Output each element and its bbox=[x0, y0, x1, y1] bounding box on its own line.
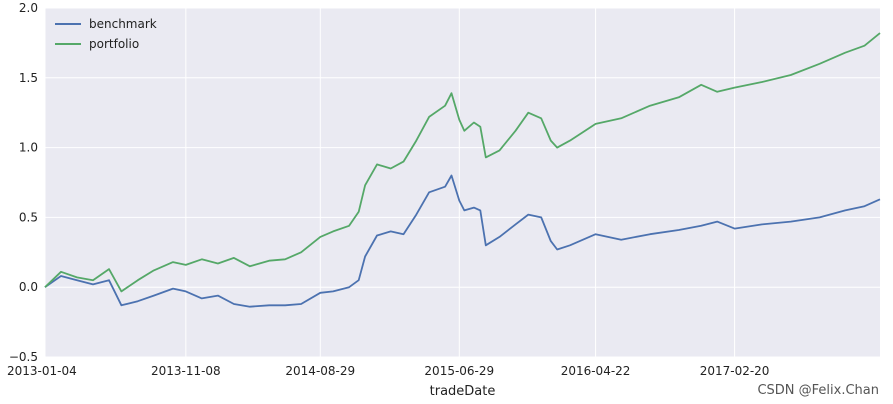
y-tick-label: 0.5 bbox=[19, 210, 38, 224]
grid-lines bbox=[44, 7, 880, 358]
series-line-portfolio bbox=[44, 32, 881, 293]
x-tick-label: 2013-01-04 bbox=[7, 364, 77, 378]
legend-label-benchmark: benchmark bbox=[89, 17, 157, 31]
x-tick-label: 2015-06-29 bbox=[424, 364, 494, 378]
x-tick-label: 2014-08-29 bbox=[285, 364, 355, 378]
plot-area bbox=[45, 8, 880, 357]
y-tick-label: 2.0 bbox=[19, 1, 38, 15]
y-tick-label: 0.0 bbox=[19, 280, 38, 294]
x-tick-label: 2016-04-22 bbox=[561, 364, 631, 378]
y-tick-labels: −0.5 0.0 0.5 1.0 1.5 2.0 bbox=[9, 1, 38, 364]
series-line-benchmark bbox=[44, 174, 881, 308]
legend: benchmark portfolio bbox=[55, 17, 157, 51]
y-tick-label: 1.0 bbox=[19, 141, 38, 155]
y-tick-label: −0.5 bbox=[9, 350, 38, 364]
x-tick-label: 2017-02-20 bbox=[700, 364, 770, 378]
x-tick-label: 2013-11-08 bbox=[151, 364, 221, 378]
y-tick-label: 1.5 bbox=[19, 71, 38, 85]
watermark: CSDN @Felix.Chan bbox=[757, 383, 879, 398]
series-lines bbox=[44, 32, 881, 308]
legend-label-portfolio: portfolio bbox=[89, 37, 139, 51]
x-tick-labels: 2013-01-04 2013-11-08 2014-08-29 2015-06-29… bbox=[7, 364, 769, 378]
x-axis-label: tradeDate bbox=[430, 384, 496, 399]
